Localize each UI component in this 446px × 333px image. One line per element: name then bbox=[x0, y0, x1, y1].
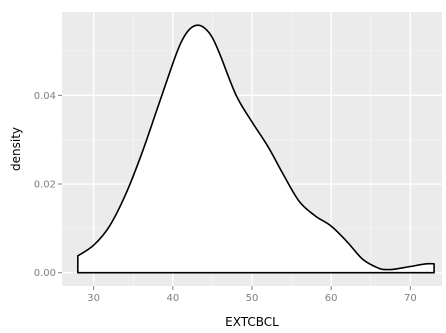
density-curve bbox=[77, 24, 435, 274]
tick-labels: 30 40 50 60 70 0.00 0.02 0.04 bbox=[34, 91, 417, 304]
y-tick-label: 0.02 bbox=[34, 180, 56, 191]
y-axis-title: density bbox=[9, 127, 23, 171]
x-axis-title: EXTCBCL bbox=[225, 315, 279, 329]
y-tick-label: 0.04 bbox=[34, 91, 56, 102]
y-tick-label: 0.00 bbox=[34, 268, 56, 279]
density-series bbox=[77, 24, 435, 274]
axis-ticks bbox=[58, 94, 411, 290]
x-tick-label: 50 bbox=[246, 293, 259, 304]
x-tick-label: 60 bbox=[325, 293, 338, 304]
x-tick-label: 30 bbox=[87, 293, 100, 304]
x-tick-label: 70 bbox=[404, 293, 417, 304]
x-tick-label: 40 bbox=[166, 293, 179, 304]
